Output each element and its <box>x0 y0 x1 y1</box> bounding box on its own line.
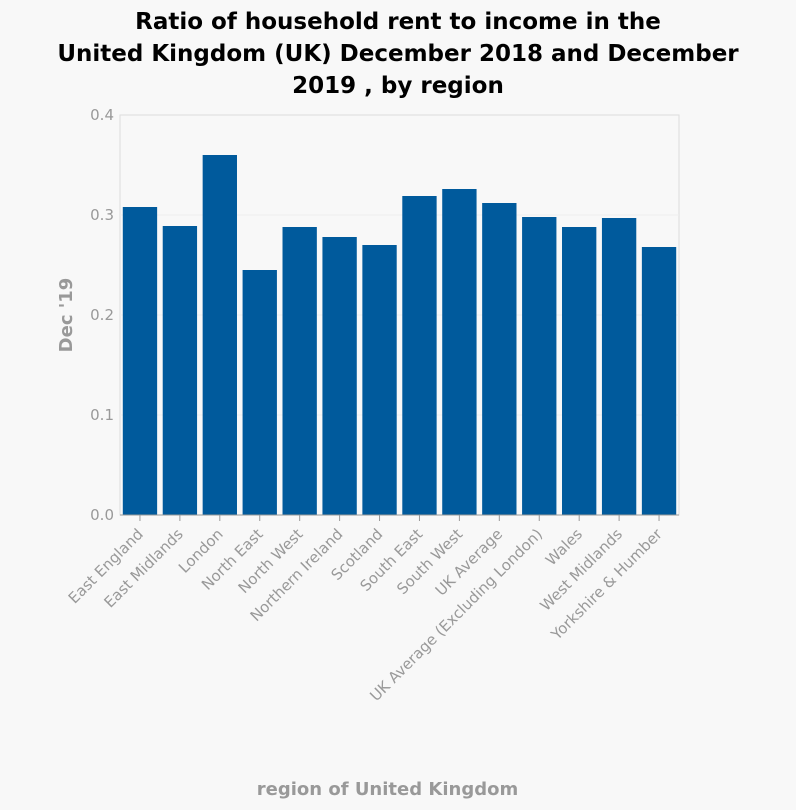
y-tick-label: 0.1 <box>90 406 114 424</box>
axes <box>120 514 679 521</box>
bar <box>442 189 477 515</box>
chart-title-line-3: 2019 , by region <box>292 73 504 99</box>
x-axis-title: region of United Kingdom <box>257 779 518 800</box>
chart-title-line-1: Ratio of household rent to income in the <box>135 9 661 35</box>
chart-title: Ratio of household rent to income in the… <box>0 6 796 102</box>
y-tick-label: 0.0 <box>90 506 114 524</box>
y-tick-label: 0.3 <box>90 206 114 224</box>
y-axis-title: Dec '19 <box>56 278 77 353</box>
bar <box>562 227 597 515</box>
bar <box>242 270 277 515</box>
chart-title-line-2: United Kingdom (UK) December 2018 and De… <box>57 41 739 67</box>
bar <box>362 245 397 515</box>
y-tick-labels: 0.0 0.1 0.2 0.3 0.4 <box>90 106 114 524</box>
bar <box>202 155 237 515</box>
bars <box>122 155 677 515</box>
bar <box>402 196 437 515</box>
y-tick-label: 0.2 <box>90 306 114 324</box>
bar <box>482 203 517 515</box>
bar <box>322 237 357 515</box>
bar <box>122 207 158 515</box>
y-tick-label: 0.4 <box>90 106 114 124</box>
bar <box>601 218 637 515</box>
bar <box>282 227 317 515</box>
bar <box>641 247 677 515</box>
bar <box>162 226 198 515</box>
bar <box>522 217 557 515</box>
